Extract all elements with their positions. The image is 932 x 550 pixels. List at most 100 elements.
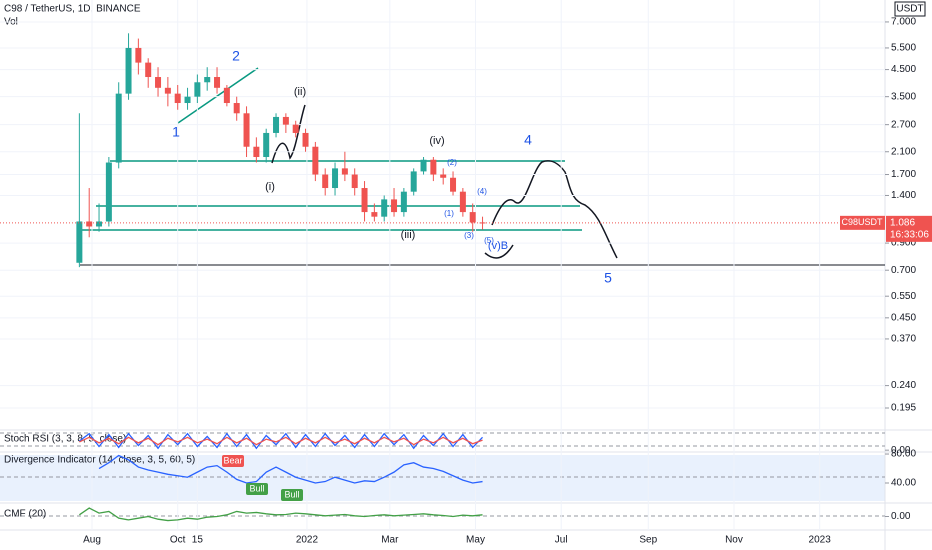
y-tick-label: 0.00	[891, 445, 911, 456]
y-tick-label: 2.100	[891, 146, 916, 157]
x-tick-label: Mar	[381, 535, 399, 546]
y-tick-label: 0.195	[891, 403, 916, 414]
candle-body	[459, 191, 466, 213]
candle-body	[341, 168, 348, 175]
x-tick-label: Jul	[555, 535, 568, 546]
candle-body	[145, 62, 152, 78]
wave-label: (ii)	[294, 86, 306, 98]
candle-body	[174, 93, 181, 104]
x-tick-label: Sep	[639, 535, 657, 546]
divergence-band	[0, 455, 885, 501]
candle-body	[400, 191, 407, 213]
candle-body	[86, 221, 93, 227]
candle-body	[223, 87, 230, 104]
candle-body	[115, 93, 122, 163]
x-tick-label: Nov	[725, 535, 743, 546]
indicator-line	[98, 454, 483, 484]
y-tick-label: 40.00	[891, 478, 916, 489]
candle-body	[96, 221, 103, 227]
candle-body	[135, 47, 142, 63]
x-tick-label: May	[466, 535, 485, 546]
y-tick-label: 7.000	[891, 17, 916, 28]
y-tick-label: 4.500	[891, 64, 916, 75]
candle-body	[263, 132, 270, 158]
candle-body	[361, 188, 368, 213]
y-tick-label: 5.500	[891, 43, 916, 54]
wave-label: (iii)	[401, 229, 416, 241]
candle-body	[253, 146, 260, 158]
symbol-label: C98USDT	[841, 217, 883, 227]
y-tick-label: 80.00	[891, 449, 916, 460]
wave-label: 5	[604, 270, 612, 286]
stoch-title: Stoch RSI (3, 3, 8, 5, close)	[4, 434, 126, 445]
candle-body	[243, 113, 250, 147]
chart-title: C98 / TetherUS, 1D, BINANCE	[4, 4, 141, 15]
x-tick-label: 2023	[809, 535, 832, 546]
wave-label: (4)	[477, 187, 487, 196]
candle-body	[351, 174, 358, 189]
indicator-line	[79, 436, 483, 446]
signal-label: Bull	[249, 483, 264, 493]
candle-body	[194, 82, 201, 97]
candle-body	[155, 77, 162, 88]
signal-box	[281, 489, 303, 501]
candle-body	[76, 221, 83, 263]
y-tick-label: 3.500	[891, 91, 916, 102]
currency: USDT	[896, 4, 923, 15]
y-tick-label: 0.370	[891, 334, 916, 345]
countdown: 16:33:06	[890, 229, 929, 240]
candle-body	[105, 162, 112, 222]
candle-body	[391, 199, 398, 213]
candle-body	[233, 103, 240, 114]
y-tick-label: 0.00	[891, 511, 911, 522]
candle-body	[332, 168, 339, 189]
signal-box	[246, 483, 268, 495]
wave-label: (iv)	[429, 135, 444, 147]
candle-body	[430, 159, 437, 175]
candle-body	[282, 116, 289, 125]
y-tick-label: 1.700	[891, 169, 916, 180]
candle-body	[184, 96, 191, 104]
x-tick-label: Oct	[170, 535, 186, 546]
signal-box	[222, 455, 244, 467]
candle-body	[292, 124, 299, 133]
candle-body	[450, 177, 457, 192]
candle-body	[204, 77, 211, 83]
divergence-title: Divergence Indicator (14, close, 3, 5, 6…	[4, 455, 195, 466]
candle-body	[479, 222, 486, 224]
indicator-line	[79, 507, 483, 522]
last-price: 1.086	[890, 217, 915, 228]
candle-body	[371, 212, 378, 217]
price-box	[886, 215, 932, 242]
indicator-levels	[0, 432, 885, 517]
signal-label: Bear	[223, 455, 242, 465]
y-tick-label: 1.400	[891, 190, 916, 201]
candle-body	[164, 87, 171, 94]
wave-label: (3)	[464, 231, 474, 240]
y-tick-label: 0.900	[891, 238, 916, 249]
candle-body	[440, 174, 447, 178]
candle-body	[273, 116, 280, 133]
candle-body	[420, 159, 427, 172]
x-tick-label: 15	[192, 535, 204, 546]
candle-body	[410, 171, 417, 192]
candle-body	[312, 146, 319, 175]
cmf-title: CMF (20)	[4, 509, 46, 520]
candle-body	[381, 199, 388, 217]
wave-label: 4	[524, 132, 532, 148]
wave-label: (1)	[444, 209, 454, 218]
wave-label: (v)B	[488, 240, 508, 252]
candle-body	[469, 212, 476, 223]
symbol-box	[840, 215, 885, 230]
y-tick-label: 0.550	[891, 291, 916, 302]
x-tick-label: 2022	[296, 535, 319, 546]
wave-label: (2)	[447, 158, 457, 167]
candle-body	[125, 47, 132, 94]
wave-label: (i)	[265, 181, 275, 193]
wave-label: (5)	[484, 236, 494, 245]
y-tick-label: 0.240	[891, 380, 916, 391]
currency-box	[894, 1, 926, 17]
candle-body	[322, 174, 329, 189]
y-tick-label: 2.700	[891, 119, 916, 130]
